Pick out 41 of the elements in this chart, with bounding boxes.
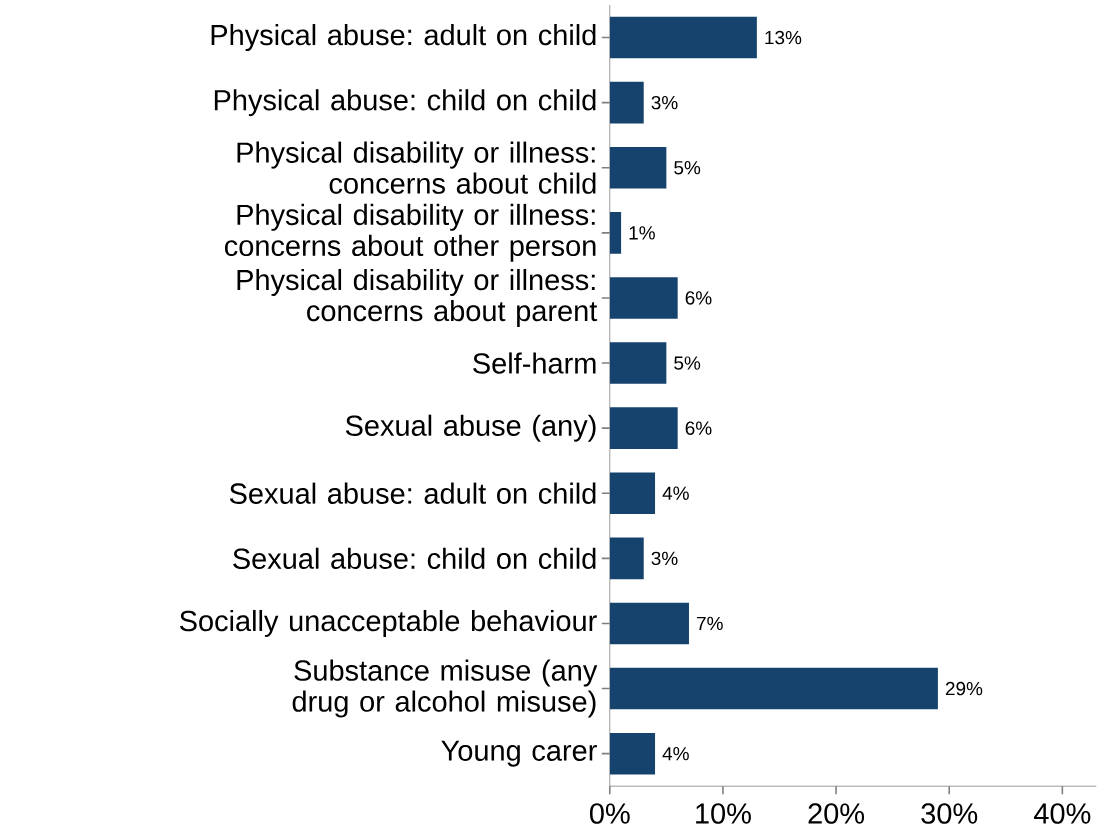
y-tick-label: Young carer [441, 740, 597, 767]
x-tick-label: 40% [1034, 803, 1091, 824]
bar [609, 537, 644, 580]
y-tick-label: Sexual abuse (any) [345, 414, 596, 442]
bar [609, 342, 667, 384]
data-label: 5% [674, 356, 701, 370]
data-label: 3% [651, 551, 678, 565]
bar [609, 211, 622, 254]
y-tick-label: Sexual abuse: adult on child [229, 482, 596, 504]
x-tick-label: 10% [696, 803, 751, 824]
data-label: 4% [662, 746, 689, 761]
bar [609, 667, 938, 710]
bar [609, 732, 656, 775]
y-tick-label: Self-harm [473, 352, 596, 374]
y-tick-label: Physical abuse: child on child [214, 89, 596, 117]
bar [609, 602, 689, 645]
y-tick-label: Sexual abuse: child on child [233, 547, 596, 569]
bar [609, 146, 667, 189]
y-tick-label: Physical abuse: adult on child [211, 23, 596, 51]
bar [609, 407, 678, 449]
y-tick-label: Socially unacceptable behaviour [179, 609, 597, 637]
data-label: 7% [697, 616, 723, 631]
bar [609, 81, 644, 124]
data-label: 1% [629, 226, 655, 240]
bar [609, 16, 757, 59]
data-label: 13% [765, 30, 802, 45]
data-label: 6% [685, 421, 712, 435]
y-tick-label: Physical disability or illness: concerns about other person [224, 203, 596, 262]
x-tick-label: 0% [589, 803, 630, 824]
y-tick-label: Physical disability or illness: concerns about child [237, 141, 596, 194]
y-tick-label: Substance misuse (any drug or alcohol misuse) [292, 659, 598, 718]
data-label: 5% [674, 161, 701, 175]
bar [609, 472, 656, 514]
data-label: 6% [685, 291, 712, 305]
data-label: 3% [651, 95, 678, 110]
x-tick-label: 20% [808, 803, 865, 824]
bar [609, 277, 678, 319]
y-tick-label: Physical disability or illness: concerns about parent [237, 268, 598, 327]
x-tick-label: 30% [921, 803, 978, 824]
data-label: 29% [945, 681, 983, 696]
data-label: 4% [662, 486, 689, 500]
